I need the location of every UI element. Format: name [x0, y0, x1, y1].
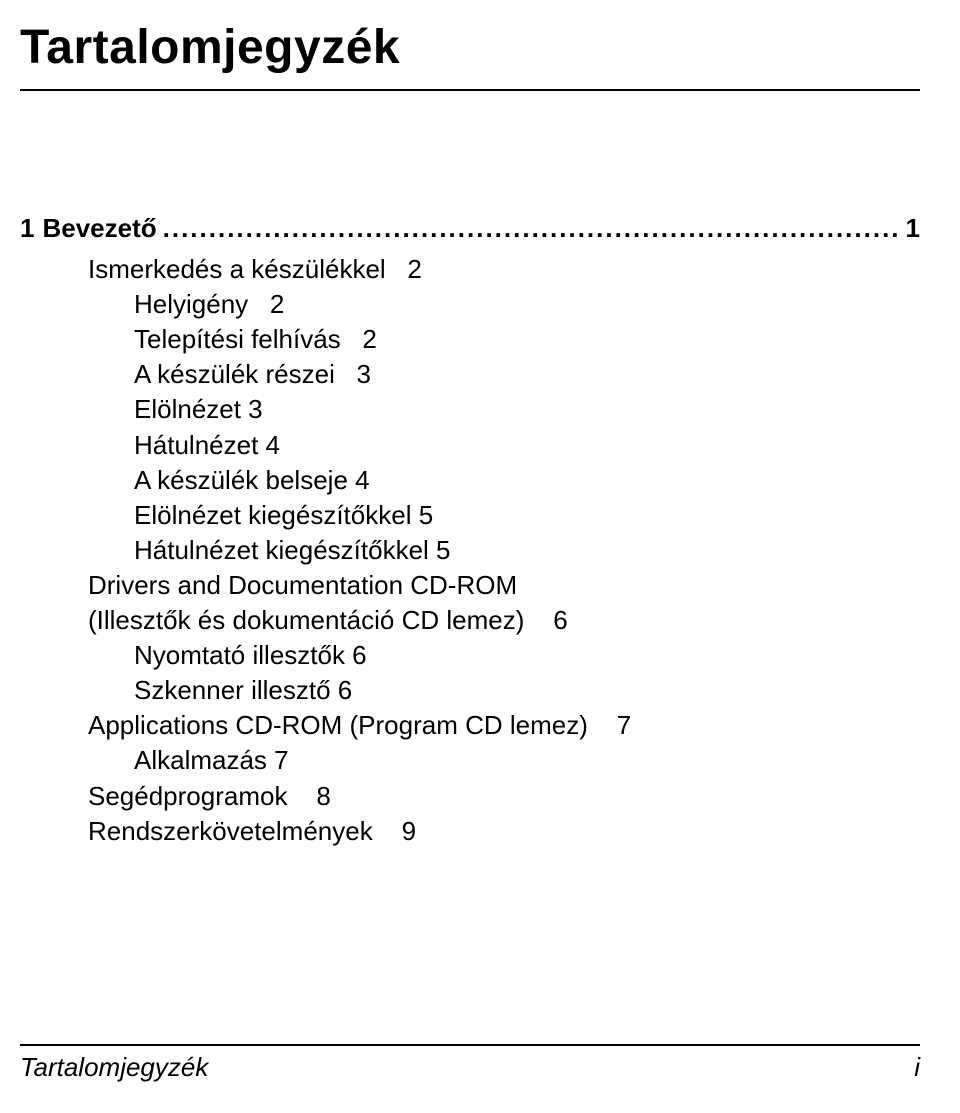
toc-entry: Helyigény 2 — [134, 287, 920, 322]
chapter-title: Bevezető — [42, 211, 156, 246]
toc-entry: A készülék részei 3 — [134, 357, 920, 392]
footer-row: Tartalomjegyzék i — [20, 1052, 920, 1083]
title-rule — [20, 89, 920, 91]
toc-entry: (Illesztők és dokumentáció CD lemez) 6 — [88, 603, 920, 638]
dot-leader — [163, 211, 900, 246]
toc-entry: Alkalmazás 7 — [134, 743, 920, 778]
page: Tartalomjegyzék 1 Bevezető 1 Ismerkedés … — [0, 0, 960, 1113]
toc-entry: Applications CD-ROM (Program CD lemez) 7 — [88, 708, 920, 743]
toc-entry: Elölnézet kiegészítőkkel 5 — [134, 498, 920, 533]
toc-entry: Hátulnézet kiegészítőkkel 5 — [134, 533, 920, 568]
toc-entry: Nyomtató illesztők 6 — [134, 638, 920, 673]
toc-entry: Drivers and Documentation CD-ROM — [88, 568, 920, 603]
footer-page-number: i — [914, 1052, 920, 1083]
page-footer: Tartalomjegyzék i — [20, 1044, 920, 1083]
chapter-row: 1 Bevezető 1 — [20, 211, 920, 246]
footer-rule — [20, 1044, 920, 1046]
page-title: Tartalomjegyzék — [20, 20, 920, 75]
toc-entry: Hátulnézet 4 — [134, 428, 920, 463]
toc-entry: Szkenner illesztő 6 — [134, 673, 920, 708]
toc-entry: Ismerkedés a készülékkel 2 — [88, 252, 920, 287]
toc-body: 1 Bevezető 1 Ismerkedés a készülékkel 2 … — [20, 211, 920, 849]
footer-left-text: Tartalomjegyzék — [20, 1052, 208, 1083]
toc-entry: A készülék belseje 4 — [134, 463, 920, 498]
toc-entry: Telepítési felhívás 2 — [134, 322, 920, 357]
toc-entry: Segédprogramok 8 — [88, 779, 920, 814]
chapter-number: 1 — [20, 211, 34, 246]
toc-entry: Elölnézet 3 — [134, 392, 920, 427]
chapter-page: 1 — [906, 211, 920, 246]
toc-entry: Rendszerkövetelmények 9 — [88, 814, 920, 849]
